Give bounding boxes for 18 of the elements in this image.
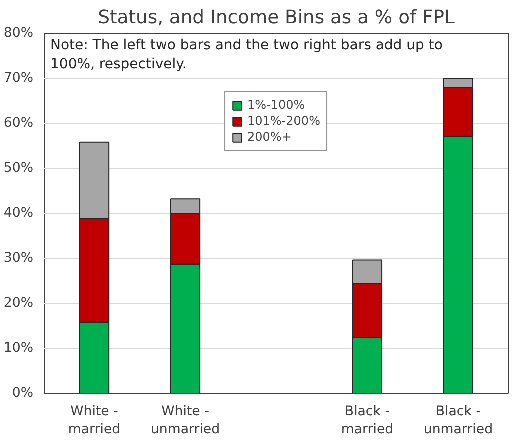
x-tick-label: Black - married [341, 404, 394, 438]
y-tick-label: 60% [4, 116, 34, 131]
y-tick-label: 30% [4, 251, 34, 266]
x-tick-label: White - unmarried [150, 404, 220, 438]
legend-label: 101%-200% [248, 114, 320, 128]
x-tick-label: Black - unmarried [424, 404, 494, 438]
y-tick-label: 10% [4, 341, 34, 356]
y-tick-label: 20% [4, 296, 34, 311]
annotation: Note: The left two bars and the two right bars add up to 100%, respectively. [50, 38, 443, 73]
y-tick-label: 40% [4, 206, 34, 221]
y-tick-label: 70% [4, 71, 34, 86]
legend-label: 200%+ [248, 130, 292, 144]
chart-title: Status, and Income Bins as a % of FPL [98, 8, 456, 28]
y-tick-label: 50% [4, 161, 34, 176]
x-tick-label: White - married [68, 404, 121, 438]
y-tick-label: 0% [12, 386, 34, 401]
legend-label: 1%-100% [248, 98, 306, 112]
y-tick-label: 80% [4, 26, 34, 41]
